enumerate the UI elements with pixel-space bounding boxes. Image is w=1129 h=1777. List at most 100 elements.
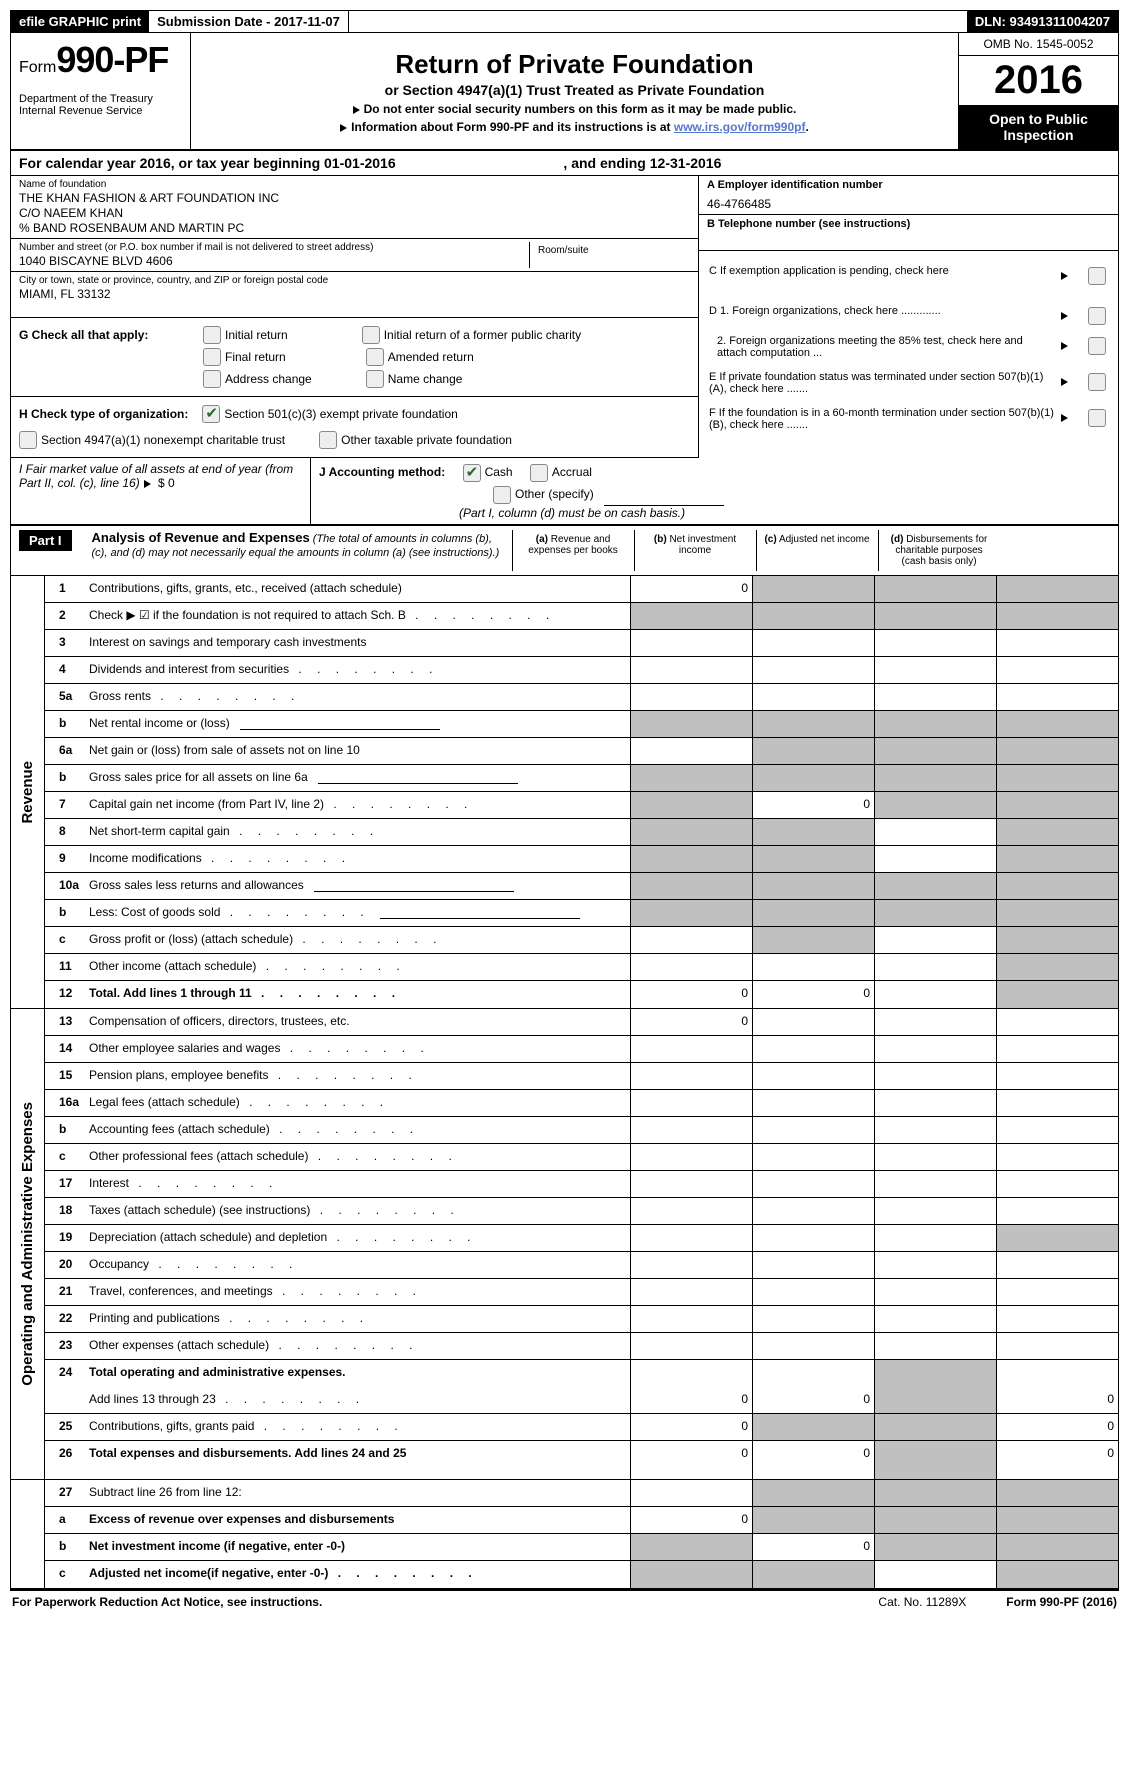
line-row: 19Depreciation (attach schedule) and dep…	[45, 1225, 1118, 1252]
cell: 0	[996, 1414, 1118, 1440]
line-desc: Income modifications . . . . . . . .	[85, 846, 630, 872]
line-desc: Adjusted net income(if negative, enter -…	[85, 1561, 630, 1588]
cell-shaded	[996, 981, 1118, 1008]
cell-shaded	[996, 603, 1118, 629]
cell	[630, 1117, 752, 1143]
chk-c-pending[interactable]	[1088, 267, 1106, 285]
line-num: 22	[45, 1306, 85, 1332]
line-row: bNet investment income (if negative, ent…	[45, 1534, 1118, 1561]
cell: 0	[630, 981, 752, 1008]
cell-shaded	[874, 1387, 996, 1413]
section-h: H Check type of organization: Section 50…	[11, 397, 698, 458]
note-instructions: Information about Form 990-PF and its in…	[201, 120, 948, 134]
line-desc: Printing and publications . . . . . . . …	[85, 1306, 630, 1332]
cell	[996, 1360, 1118, 1387]
care-of: C/O NAEEM KHAN	[19, 206, 690, 220]
cell-shaded	[996, 1225, 1118, 1251]
line-num: 25	[45, 1414, 85, 1440]
cell: 0	[630, 1387, 752, 1413]
city-state-zip: MIAMI, FL 33132	[19, 287, 690, 301]
phone-label: B Telephone number (see instructions)	[707, 218, 1110, 230]
line-row: 20Occupancy . . . . . . . .	[45, 1252, 1118, 1279]
chk-d1[interactable]	[1088, 307, 1106, 325]
col-c-header: (c) Adjusted net income	[756, 530, 878, 571]
cell-shaded	[752, 1507, 874, 1533]
chk-address-change[interactable]	[203, 370, 221, 388]
cell	[630, 927, 752, 953]
cell: 0	[630, 1507, 752, 1533]
chk-accrual[interactable]	[530, 464, 548, 482]
ein: 46-4766485	[707, 197, 1110, 211]
chk-e[interactable]	[1088, 373, 1106, 391]
chk-other-method[interactable]	[493, 486, 511, 504]
chk-4947[interactable]	[19, 431, 37, 449]
line-num: 10a	[45, 873, 85, 899]
cell-shaded	[752, 711, 874, 737]
line-row: bGross sales price for all assets on lin…	[45, 765, 1118, 792]
chk-other-taxable[interactable]	[319, 431, 337, 449]
cell-shaded	[630, 819, 752, 845]
line-num: 24	[45, 1360, 85, 1387]
line-row: 5aGross rents . . . . . . . .	[45, 684, 1118, 711]
cell	[752, 1036, 874, 1062]
line-row: 7Capital gain net income (from Part IV, …	[45, 792, 1118, 819]
fmv-accounting-row: I Fair market value of all assets at end…	[10, 458, 1119, 526]
form-prefix: Form	[19, 59, 56, 76]
line-num: 8	[45, 819, 85, 845]
col-d-header: (d) Disbursements for charitable purpose…	[878, 530, 1000, 571]
line-row: cAdjusted net income(if negative, enter …	[45, 1561, 1118, 1588]
cell	[996, 1036, 1118, 1062]
chk-name-change[interactable]	[366, 370, 384, 388]
line-row: 9Income modifications . . . . . . . .	[45, 846, 1118, 873]
cell	[996, 1090, 1118, 1116]
chk-final-return[interactable]	[203, 348, 221, 366]
instructions-link[interactable]: www.irs.gov/form990pf	[674, 120, 806, 134]
line-row: cGross profit or (loss) (attach schedule…	[45, 927, 1118, 954]
dept-line1: Department of the Treasury	[19, 93, 182, 105]
chk-initial-return[interactable]	[203, 326, 221, 344]
h-label: H Check type of organization:	[19, 407, 188, 421]
cell	[752, 684, 874, 710]
line-row: 26Total expenses and disbursements. Add …	[45, 1441, 1118, 1479]
entity-info: Name of foundation THE KHAN FASHION & AR…	[10, 176, 1119, 458]
chk-501c3[interactable]	[202, 405, 220, 423]
g-label: G Check all that apply:	[19, 328, 189, 342]
cell	[752, 1144, 874, 1170]
cell	[630, 1252, 752, 1278]
line-num: 21	[45, 1279, 85, 1305]
cell	[874, 1306, 996, 1332]
cell	[996, 1009, 1118, 1035]
chk-amended-return[interactable]	[366, 348, 384, 366]
line-desc: Taxes (attach schedule) (see instruction…	[85, 1198, 630, 1224]
chk-d2[interactable]	[1088, 337, 1106, 355]
cell-shaded	[630, 792, 752, 818]
cell: 0	[996, 1387, 1118, 1413]
line-row: 6aNet gain or (loss) from sale of assets…	[45, 738, 1118, 765]
cell	[752, 1009, 874, 1035]
line-row: bNet rental income or (loss)	[45, 711, 1118, 738]
chk-cash[interactable]	[463, 464, 481, 482]
cell-shaded	[874, 1480, 996, 1506]
line-desc: Total expenses and disbursements. Add li…	[85, 1441, 630, 1479]
cell-shaded	[874, 1414, 996, 1440]
cell-shaded	[874, 765, 996, 791]
chk-initial-former[interactable]	[362, 326, 380, 344]
cell-shaded	[752, 738, 874, 764]
cell	[874, 981, 996, 1008]
cell-shaded	[996, 792, 1118, 818]
line-row: 16aLegal fees (attach schedule) . . . . …	[45, 1090, 1118, 1117]
line-row: 17Interest . . . . . . . .	[45, 1171, 1118, 1198]
chk-f[interactable]	[1088, 409, 1106, 427]
line-num: 27	[45, 1480, 85, 1506]
cell	[874, 1144, 996, 1170]
city-label: City or town, state or province, country…	[19, 275, 690, 286]
cell	[874, 846, 996, 872]
cell	[630, 1225, 752, 1251]
cell	[630, 657, 752, 683]
cell	[874, 1063, 996, 1089]
cell-shaded	[996, 576, 1118, 602]
cell	[996, 1306, 1118, 1332]
cell	[752, 1333, 874, 1359]
cell	[630, 954, 752, 980]
line-desc: Check ▶ ☑ if the foundation is not requi…	[85, 603, 630, 629]
